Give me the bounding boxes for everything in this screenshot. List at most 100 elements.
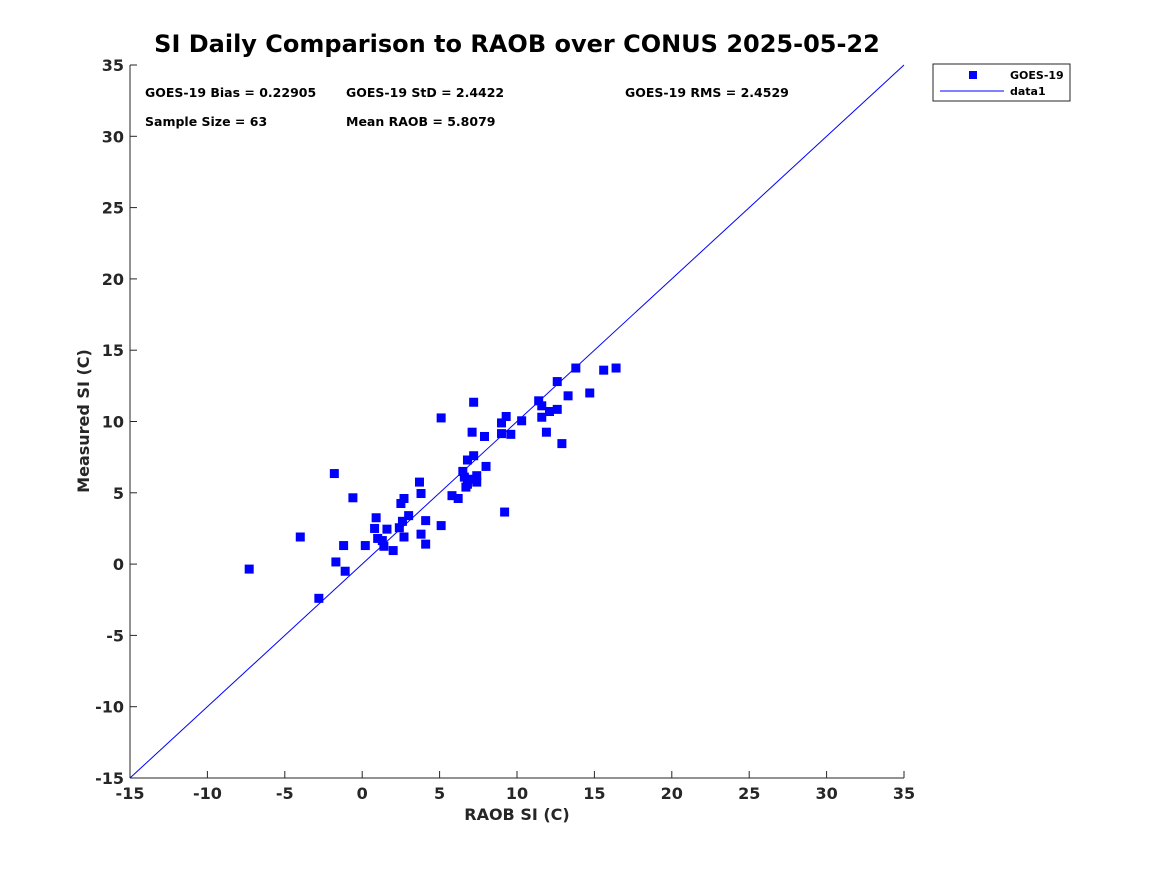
legend-label-goes19: GOES-19	[1010, 69, 1064, 82]
y-tick-label: 10	[102, 413, 124, 432]
data-point	[370, 523, 380, 533]
legend-box	[932, 63, 1071, 102]
data-point	[396, 498, 406, 508]
x-tick-label: -5	[276, 784, 294, 803]
data-point	[295, 532, 305, 542]
data-point	[379, 541, 389, 551]
data-point	[472, 471, 482, 481]
data-point	[447, 491, 457, 501]
data-point	[388, 546, 398, 556]
data-point	[563, 391, 573, 401]
one-to-one-line	[129, 64, 905, 779]
y-tick-label: 5	[113, 484, 124, 503]
legend-marker-goes19	[969, 71, 977, 79]
y-axis-ticks: -15 -10 -5 0 5 10 15 20 25 30 35	[95, 56, 137, 788]
data-point	[611, 363, 621, 373]
data-point	[537, 401, 547, 411]
reference-lines	[129, 64, 905, 779]
data-point	[557, 439, 567, 449]
data-point	[458, 466, 468, 476]
data-point	[545, 407, 555, 417]
data-point	[599, 365, 609, 375]
data-point	[421, 516, 431, 526]
data-point	[552, 404, 562, 414]
data-point	[517, 416, 527, 426]
data-point	[416, 529, 426, 539]
data-point	[377, 536, 387, 546]
data-point	[585, 388, 595, 398]
data-point	[244, 564, 254, 574]
y-axis-label: Measured SI (C)	[74, 349, 93, 493]
data-point	[472, 477, 482, 487]
data-point	[436, 413, 446, 423]
y-tick-label: -15	[95, 769, 124, 788]
x-tick-label: 0	[357, 784, 368, 803]
data-point	[436, 521, 446, 531]
x-tick-label: 30	[815, 784, 837, 803]
data-point	[537, 412, 547, 422]
x-axis-ticks: -15 -10 -5 0 5 10 15 20 25 30 35	[116, 771, 915, 803]
data-point	[348, 493, 358, 503]
y-tick-label: 30	[102, 127, 124, 146]
x-tick-label: -15	[116, 784, 145, 803]
x-tick-label: 20	[661, 784, 683, 803]
x-tick-label: 15	[583, 784, 605, 803]
data-point	[394, 523, 404, 533]
data-point	[462, 479, 472, 489]
data-point	[453, 494, 463, 504]
data-points	[244, 363, 621, 603]
data-point	[462, 455, 472, 465]
bias-annotation: GOES-19 Bias = 0.22905	[145, 85, 316, 100]
data-point	[469, 451, 479, 461]
data-point	[339, 541, 349, 551]
legend-label-data1: data1	[1010, 85, 1046, 98]
data-point	[469, 397, 479, 407]
x-tick-label: 5	[434, 784, 445, 803]
data-point	[371, 513, 381, 523]
y-tick-label: 25	[102, 199, 124, 218]
chart-title: SI Daily Comparison to RAOB over CONUS 2…	[154, 30, 880, 58]
rms-annotation: GOES-19 RMS = 2.4529	[625, 85, 789, 100]
data-point	[479, 431, 489, 441]
y-tick-label: -5	[106, 626, 124, 645]
data-point	[421, 539, 431, 549]
x-tick-label: -10	[193, 784, 222, 803]
data-point	[467, 427, 477, 437]
data-point	[399, 494, 409, 504]
data-point	[497, 429, 507, 439]
data-point	[404, 511, 414, 521]
data-point	[534, 396, 544, 406]
data-point	[340, 566, 350, 576]
data-point	[416, 489, 426, 499]
data-point	[399, 532, 409, 542]
data-point	[552, 377, 562, 387]
x-tick-label: 35	[893, 784, 915, 803]
y-tick-label: 15	[102, 341, 124, 360]
data-point	[541, 427, 551, 437]
data-point	[481, 461, 491, 471]
x-tick-label: 10	[506, 784, 528, 803]
x-axis-label: RAOB SI (C)	[464, 805, 569, 824]
data-point	[360, 541, 370, 551]
data-point	[501, 412, 511, 422]
y-tick-label: 0	[113, 555, 124, 574]
data-point	[500, 507, 510, 517]
legend: GOES-19 data1	[932, 63, 1071, 102]
y-tick-label: 35	[102, 56, 124, 75]
data-point	[382, 524, 392, 534]
data-point	[506, 429, 516, 439]
data-point	[373, 533, 383, 543]
data-point	[329, 469, 339, 479]
data-point	[459, 472, 469, 482]
data-point	[497, 418, 507, 428]
sample-size-annotation: Sample Size = 63	[145, 114, 267, 129]
data-point	[466, 474, 476, 484]
mean-raob-annotation: Mean RAOB = 5.8079	[346, 114, 495, 129]
data-point	[571, 363, 581, 373]
data-point	[314, 593, 324, 603]
data-point	[397, 516, 407, 526]
data-point	[331, 557, 341, 567]
y-tick-label: 20	[102, 270, 124, 289]
x-tick-label: 25	[738, 784, 760, 803]
